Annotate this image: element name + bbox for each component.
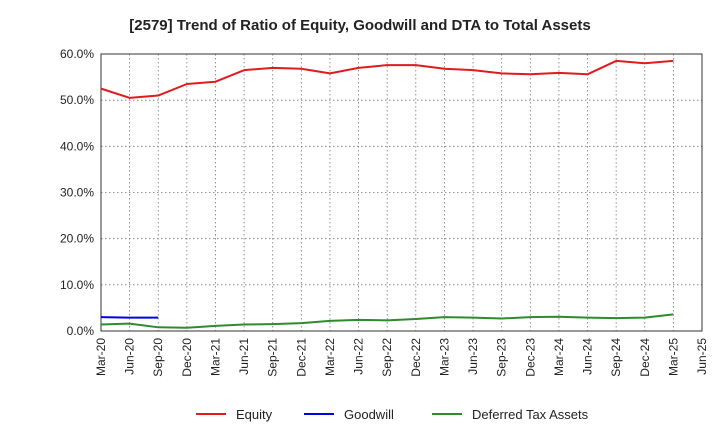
x-tick-label: Mar-23	[437, 338, 451, 376]
series-layer	[100, 59, 674, 329]
x-tick-label: Jun-21	[237, 338, 251, 375]
x-tick-label: Mar-24	[552, 338, 566, 376]
x-tick-label: Sep-20	[151, 338, 165, 377]
legend-label-equity: Equity	[236, 407, 273, 422]
legend-label-goodwill: Goodwill	[344, 407, 394, 422]
x-tick-label: Dec-20	[180, 338, 194, 377]
y-tick-label: 60.0%	[60, 47, 94, 61]
chart-title: [2579] Trend of Ratio of Equity, Goodwil…	[129, 17, 590, 34]
x-tick-label: Dec-22	[409, 338, 423, 377]
plot-frame	[100, 53, 703, 332]
x-tick-label: Mar-20	[94, 338, 108, 376]
series-line-deferred-tax-assets	[100, 313, 674, 329]
x-tick-label: Mar-21	[208, 338, 222, 376]
y-tick-label: 20.0%	[60, 232, 94, 246]
legend-label-deferred-tax-assets: Deferred Tax Assets	[472, 407, 589, 422]
x-tick-label: Mar-25	[666, 338, 680, 376]
x-tick-label: Sep-22	[380, 338, 394, 377]
x-tick-label: Dec-21	[294, 338, 308, 377]
y-tick-label: 30.0%	[60, 186, 94, 200]
x-tick-label: Jun-20	[123, 338, 137, 375]
x-tick-label: Sep-21	[266, 338, 280, 377]
legend: Equity Goodwill Deferred Tax Assets	[196, 407, 589, 422]
y-tick-label: 10.0%	[60, 278, 94, 292]
x-tick-label: Jun-25	[695, 338, 709, 375]
x-tick-label: Jun-23	[466, 338, 480, 375]
x-tick-label: Jun-22	[352, 338, 366, 375]
y-tick-label: 40.0%	[60, 139, 94, 153]
x-tick-label: Dec-24	[638, 338, 652, 377]
y-tick-label: 0.0%	[67, 324, 95, 338]
x-tick-label: Dec-23	[523, 338, 537, 377]
grid-layer	[101, 54, 702, 331]
x-tick-label: Jun-24	[581, 338, 595, 375]
series-line-equity	[100, 59, 674, 99]
y-tick-label: 50.0%	[60, 93, 94, 107]
x-tick-label: Sep-24	[609, 338, 623, 377]
x-tick-label: Mar-22	[323, 338, 337, 376]
x-tick-label: Sep-23	[495, 338, 509, 377]
axis-layer: 0.0% 10.0% 20.0% 30.0% 40.0% 50.0% 60.0% Mar-20…	[60, 47, 709, 377]
